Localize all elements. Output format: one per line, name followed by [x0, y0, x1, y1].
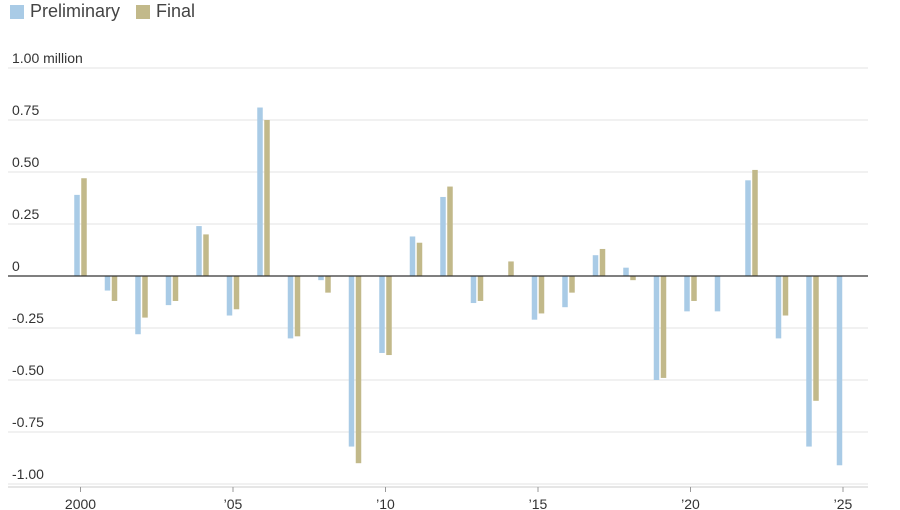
legend-label-preliminary: Preliminary [30, 1, 121, 21]
legend-swatch-final [136, 4, 151, 19]
bar-preliminary-2019 [653, 276, 660, 380]
bar-final-2020 [691, 276, 697, 301]
bar-preliminary-2005 [226, 276, 233, 316]
legend-item-final: Final [136, 1, 195, 22]
bar-preliminary-2023 [775, 276, 782, 339]
bar-final-2014 [508, 261, 514, 276]
y-tick-label: -0.25 [12, 310, 44, 326]
bar-final-2016 [569, 276, 575, 293]
bar-final-2001 [111, 276, 118, 301]
bar-final-2012 [447, 186, 453, 276]
bar-preliminary-2016 [562, 276, 568, 308]
bar-final-2019 [660, 276, 667, 378]
y-tick-label: -0.75 [12, 414, 44, 430]
bar-preliminary-2009 [348, 276, 355, 447]
y-tick-label: -0.50 [12, 362, 44, 378]
bar-preliminary-2004 [196, 226, 202, 276]
x-tick-label: 2000 [65, 496, 96, 510]
bar-final-2017 [599, 248, 606, 276]
bar-preliminary-2021 [714, 276, 721, 312]
x-tick-label: ’25 [834, 496, 853, 510]
y-tick-label: 0 [12, 258, 20, 274]
y-tick-label: 1.00 million [12, 50, 83, 66]
bar-preliminary-2024 [806, 276, 812, 447]
bar-preliminary-2018 [623, 267, 629, 276]
y-tick-label: 0.75 [12, 102, 39, 118]
bar-final-2013 [477, 276, 484, 301]
y-tick-label: -1.00 [12, 466, 44, 482]
bar-final-2000 [81, 178, 87, 276]
bar-final-2003 [172, 276, 179, 301]
bar-preliminary-2007 [287, 276, 294, 339]
legend-item-preliminary: Preliminary [10, 1, 120, 22]
bar-preliminary-2012 [440, 196, 446, 276]
y-tick-label: 0.50 [12, 154, 39, 170]
bar-final-2005 [233, 276, 240, 310]
x-tick-label: ’20 [681, 496, 700, 510]
bar-final-2007 [294, 276, 301, 337]
bar-final-2011 [416, 242, 423, 276]
bar-preliminary-2001 [104, 276, 111, 291]
bar-final-2010 [386, 276, 392, 356]
bar-final-2004 [203, 234, 209, 276]
bar-preliminary-2002 [135, 276, 141, 335]
bar-preliminary-2010 [379, 276, 385, 353]
bar-final-2023 [782, 276, 789, 316]
x-tick-label: ’10 [376, 496, 395, 510]
bar-preliminary-2006 [257, 107, 263, 277]
x-tick-label: ’05 [224, 496, 243, 510]
bar-preliminary-2022 [745, 180, 751, 276]
bar-preliminary-2003 [165, 276, 172, 306]
bar-final-2018 [630, 276, 636, 281]
bar-preliminary-2011 [409, 236, 416, 276]
bar-final-2009 [355, 276, 362, 464]
legend: Preliminary Final [10, 1, 195, 22]
bar-preliminary-2013 [470, 276, 477, 304]
bar-final-2006 [264, 120, 270, 276]
bar-final-2015 [538, 276, 545, 314]
bar-final-2022 [752, 169, 758, 276]
bar-final-2024 [813, 276, 819, 401]
bar-preliminary-2015 [531, 276, 538, 320]
bar-preliminary-2020 [684, 276, 690, 312]
bar-preliminary-2008 [318, 276, 324, 281]
x-tick-label: ’15 [529, 496, 548, 510]
bar-preliminary-2017 [592, 255, 599, 276]
bar-final-2008 [325, 276, 331, 293]
bar-preliminary-2000 [74, 194, 80, 276]
y-tick-label: 0.25 [12, 206, 39, 222]
legend-swatch-preliminary [10, 4, 24, 19]
bar-final-2002 [142, 276, 148, 318]
bar-preliminary-2025 [836, 276, 843, 466]
legend-label-final: Final [156, 1, 196, 21]
